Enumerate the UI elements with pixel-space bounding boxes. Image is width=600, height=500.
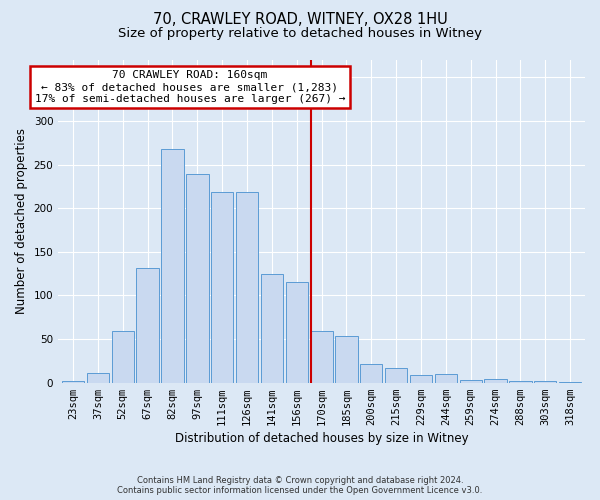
Bar: [484, 379, 507, 382]
Text: Contains HM Land Registry data © Crown copyright and database right 2024.
Contai: Contains HM Land Registry data © Crown c…: [118, 476, 482, 495]
Bar: [260, 274, 283, 382]
Bar: [112, 331, 134, 382]
Text: 70, CRAWLEY ROAD, WITNEY, OX28 1HU: 70, CRAWLEY ROAD, WITNEY, OX28 1HU: [152, 12, 448, 28]
Bar: [286, 282, 308, 382]
Bar: [161, 149, 184, 382]
Bar: [434, 374, 457, 382]
Bar: [136, 268, 159, 382]
Bar: [236, 192, 258, 382]
Bar: [410, 375, 432, 382]
Bar: [310, 331, 333, 382]
Bar: [509, 381, 532, 382]
Y-axis label: Number of detached properties: Number of detached properties: [15, 128, 28, 314]
Bar: [211, 192, 233, 382]
Text: 70 CRAWLEY ROAD: 160sqm
← 83% of detached houses are smaller (1,283)
17% of semi: 70 CRAWLEY ROAD: 160sqm ← 83% of detache…: [35, 70, 345, 104]
Bar: [335, 336, 358, 382]
Bar: [87, 373, 109, 382]
Bar: [534, 381, 556, 382]
Bar: [360, 364, 382, 382]
Bar: [186, 174, 209, 382]
Bar: [62, 381, 84, 382]
Text: Size of property relative to detached houses in Witney: Size of property relative to detached ho…: [118, 28, 482, 40]
Bar: [385, 368, 407, 382]
X-axis label: Distribution of detached houses by size in Witney: Distribution of detached houses by size …: [175, 432, 469, 445]
Bar: [460, 380, 482, 382]
